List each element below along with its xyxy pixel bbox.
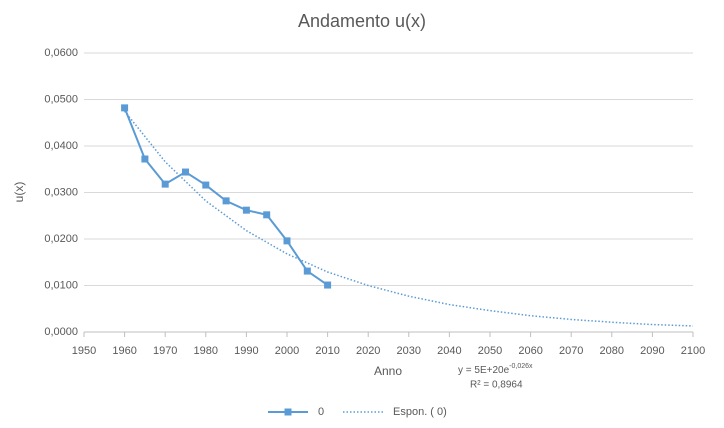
legend-label: Espon. ( 0): [393, 406, 447, 418]
y-axis-label: u(x): [12, 182, 26, 203]
y-tick-label: 0,0500: [44, 93, 78, 105]
x-tick-label: 1960: [112, 345, 136, 357]
x-tick-label: 2100: [681, 345, 705, 357]
x-tick-label: 2000: [275, 345, 299, 357]
x-tick-label: 2040: [437, 345, 461, 357]
equation-text: y = 5E+20e: [458, 365, 510, 376]
point-marker: [303, 267, 311, 275]
x-tick-label: 1980: [194, 345, 218, 357]
y-tick-label: 0,0200: [44, 233, 78, 245]
x-tick-label: 2090: [640, 345, 664, 357]
y-tick-label: 0,0100: [44, 279, 78, 291]
y-tick-label: 0,0300: [44, 186, 78, 198]
r-squared: R² = 0,8964: [470, 380, 523, 391]
trend-line: [124, 110, 694, 327]
point-marker: [182, 168, 189, 176]
x-tick-label: 1970: [153, 345, 177, 357]
x-tick-label: 2080: [600, 345, 624, 357]
x-tick-label: 2060: [518, 345, 542, 357]
point-marker: [324, 281, 332, 289]
point-marker: [283, 237, 291, 245]
point-marker: [202, 181, 210, 189]
x-tick-label: 2010: [315, 345, 339, 357]
x-tick-label: 1950: [72, 345, 96, 357]
point-marker: [242, 206, 250, 214]
point-marker: [141, 155, 149, 163]
point-marker: [263, 211, 271, 219]
point-marker: [121, 104, 129, 112]
point-marker: [161, 180, 169, 188]
y-tick-label: 0,0600: [44, 47, 78, 59]
x-tick-label: 2050: [478, 345, 502, 357]
x-tick-label: 2070: [559, 345, 583, 357]
legend-label: 0: [318, 406, 324, 418]
y-tick-label: 0,0000: [44, 326, 78, 338]
chart-title: Andamento u(x): [298, 11, 426, 31]
x-tick-label: 1990: [234, 345, 258, 357]
x-axis-label: Anno: [374, 364, 402, 378]
point-marker: [222, 197, 230, 205]
y-tick-label: 0,0400: [44, 140, 78, 152]
x-tick-label: 2020: [356, 345, 380, 357]
x-tick-label: 2030: [397, 345, 421, 357]
trend-equation: y = 5E+20e-0,026x: [458, 363, 533, 376]
equation-exponent: -0,026x: [509, 363, 533, 370]
legend-marker: [284, 408, 292, 416]
